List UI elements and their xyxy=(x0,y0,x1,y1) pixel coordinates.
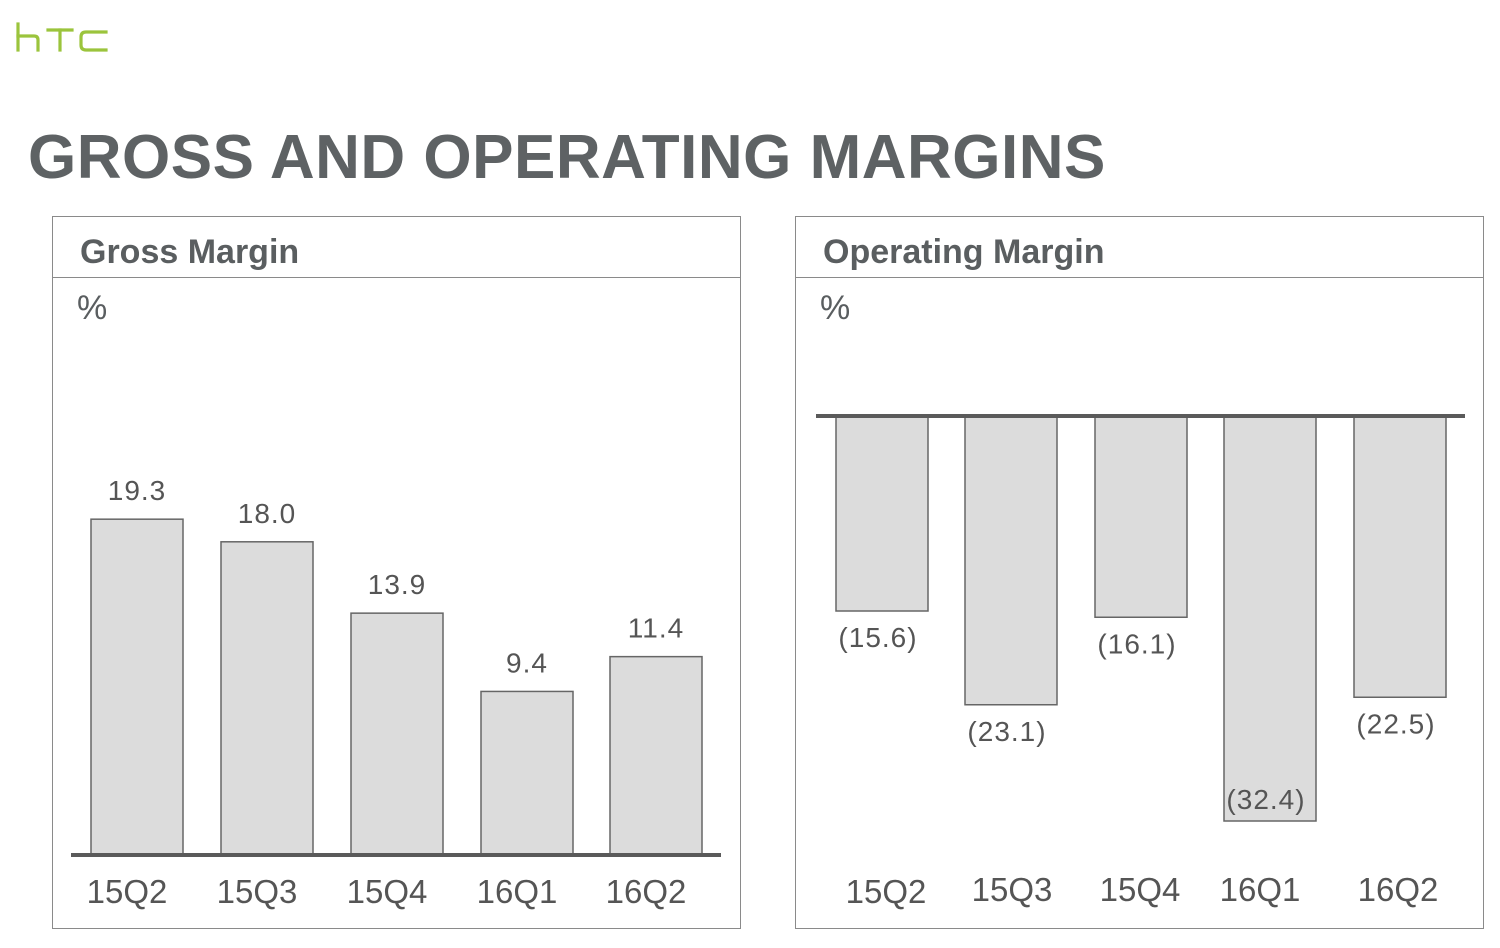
gross-margin-unit: % xyxy=(77,289,108,327)
gross-margin-bar-15Q3 xyxy=(220,541,314,856)
operating-margin-value-label-15Q3: (23.1) xyxy=(967,716,1046,747)
gross-margin-value-label-16Q1: 9.4 xyxy=(506,647,548,678)
gross-margin-value-label-15Q3: 18.0 xyxy=(238,498,297,529)
gross-margin-bar-16Q2 xyxy=(609,655,703,856)
htc-logo xyxy=(14,18,114,63)
operating-margin-bar-16Q1 xyxy=(1223,415,1317,822)
gross-margin-panel: Gross Margin % 19.3 15Q2 18.0 15Q3 13.9 15Q4 9… xyxy=(52,216,741,929)
gross-margin-tick-label-15Q4: 15Q4 xyxy=(347,873,428,910)
page-title: GROSS AND OPERATING MARGINS xyxy=(28,123,1106,192)
gross-margin-bar-15Q2 xyxy=(90,518,184,856)
operating-margin-tick-label-15Q2: 15Q2 xyxy=(846,873,927,910)
operating-margin-bar-15Q4 xyxy=(1094,415,1188,618)
operating-margin-chart: (15.6) 15Q2 (23.1) 15Q3 (16.1) 15Q4 (32.4) 16Q1… xyxy=(816,414,1465,910)
gross-margin-header: Gross Margin xyxy=(53,217,740,278)
gross-margin-tick-label-15Q2: 15Q2 xyxy=(87,873,168,910)
operating-margin-value-label-16Q2: (22.5) xyxy=(1356,708,1435,739)
operating-margin-bar-16Q2 xyxy=(1353,415,1447,698)
operating-margin-bar-15Q3 xyxy=(964,415,1058,706)
operating-margin-title: Operating Margin xyxy=(823,233,1105,271)
operating-margin-value-label-15Q4: (16.1) xyxy=(1097,628,1176,659)
gross-margin-tick-label-16Q2: 16Q2 xyxy=(606,873,687,910)
operating-margin-tick-label-15Q4: 15Q4 xyxy=(1100,871,1181,908)
gross-margin-value-label-15Q4: 13.9 xyxy=(368,569,427,600)
operating-margin-bar-15Q2 xyxy=(835,415,929,612)
operating-margin-tick-label-15Q3: 15Q3 xyxy=(972,871,1053,908)
gross-margin-title: Gross Margin xyxy=(80,233,300,271)
operating-margin-tick-label-16Q2: 16Q2 xyxy=(1358,871,1439,908)
operating-margin-header: Operating Margin xyxy=(796,217,1483,278)
operating-margin-unit: % xyxy=(820,289,851,327)
gross-margin-tick-label-16Q1: 16Q1 xyxy=(477,873,558,910)
operating-margin-value-label-15Q2: (15.6) xyxy=(838,622,917,653)
operating-margin-panel: Operating Margin % (15.6) 15Q2 (23.1) 15Q3(… xyxy=(795,216,1484,929)
htc-logo-icon xyxy=(16,22,108,52)
operating-margin-tick-label-16Q1: 16Q1 xyxy=(1220,871,1301,908)
gross-margin-tick-label-15Q3: 15Q3 xyxy=(217,873,298,910)
gross-margin-bar-15Q4 xyxy=(350,612,444,856)
gross-margin-value-label-15Q2: 19.3 xyxy=(108,475,167,506)
operating-margin-value-label-16Q1: (32.4) xyxy=(1226,784,1305,815)
gross-margin-bar-16Q1 xyxy=(480,690,574,856)
gross-margin-value-label-16Q2: 11.4 xyxy=(628,613,684,644)
gross-margin-chart: 19.3 15Q2 18.0 15Q3 13.9 15Q4 9.4 16Q1 11.4 16Q2 xyxy=(71,475,721,910)
